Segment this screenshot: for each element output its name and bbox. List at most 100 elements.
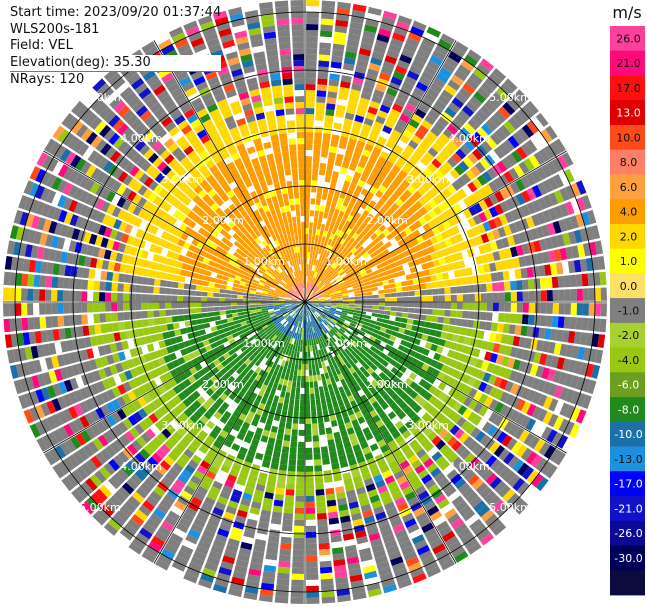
range-gate: [366, 404, 375, 413]
range-gate: [430, 322, 438, 330]
range-gate: [530, 454, 543, 468]
range-gate: [492, 522, 507, 536]
range-gate: [306, 302, 313, 304]
range-gate: [345, 317, 352, 323]
range-gate: [499, 391, 510, 403]
range-gate: [335, 393, 342, 401]
range-gate: [518, 337, 527, 348]
range-gate: [377, 459, 387, 468]
range-gate: [384, 355, 392, 363]
range-gate: [477, 418, 488, 430]
range-gate: [543, 396, 553, 410]
range-gate: [347, 311, 354, 315]
range-gate: [436, 413, 446, 424]
range-gate: [433, 352, 442, 361]
range-gate: [342, 333, 349, 340]
range-gate: [442, 530, 456, 543]
range-gate: [362, 446, 372, 455]
range-gate: [410, 357, 419, 366]
range-gate: [488, 411, 499, 424]
range-gate: [345, 421, 353, 430]
range-gate: [453, 326, 461, 335]
range-gate: [444, 357, 453, 366]
range-gate: [357, 319, 364, 324]
range-gate: [347, 394, 355, 403]
range-gate: [400, 339, 408, 347]
range-gate: [535, 365, 545, 378]
range-gate: [499, 404, 510, 417]
range-gate: [529, 364, 539, 376]
range-gate: [509, 410, 521, 423]
range-gate: [414, 302, 421, 308]
range-gate: [387, 480, 398, 490]
range-gate: [360, 421, 368, 430]
range-gate: [581, 317, 589, 331]
range-gate: [364, 352, 372, 360]
range-gate: [381, 429, 391, 439]
range-gate: [396, 332, 404, 339]
range-gate: [335, 322, 342, 328]
range-gate: [391, 465, 402, 475]
range-gate: [358, 381, 366, 389]
range-gate: [314, 311, 320, 317]
range-gate: [556, 434, 569, 449]
range-gate: [475, 339, 483, 349]
range-gate: [413, 394, 423, 404]
range-gate: [450, 302, 457, 310]
range-gate: [334, 341, 341, 348]
range-gate: [359, 373, 367, 381]
range-gate: [392, 354, 400, 362]
range-gate: [415, 332, 423, 340]
range-gate: [416, 360, 425, 369]
range-gate: [385, 420, 394, 430]
range-gate: [310, 314, 314, 321]
range-gate: [452, 351, 461, 361]
range-gate: [334, 333, 341, 339]
range-gate: [565, 344, 574, 358]
range-gate: [380, 444, 390, 454]
range-gate: [487, 495, 501, 508]
range-gate: [472, 348, 481, 358]
range-gate: [346, 427, 355, 435]
range-gate: [439, 525, 453, 537]
range-gate: [381, 496, 393, 506]
range-gate: [417, 469, 429, 480]
range-gate: [324, 318, 330, 324]
range-gate: [559, 343, 568, 357]
range-gate: [360, 348, 367, 356]
range-gate: [306, 302, 313, 305]
range-gate: [320, 348, 325, 356]
range-gate: [377, 345, 385, 352]
range-gate: [348, 302, 355, 305]
range-gate: [334, 324, 341, 330]
range-gate: [326, 315, 333, 320]
range-gate: [581, 378, 591, 393]
range-gate: [434, 493, 447, 505]
range-gate: [503, 470, 516, 484]
range-gate: [535, 457, 548, 472]
range-gate: [360, 441, 369, 450]
range-gate: [327, 323, 334, 329]
range-gate: [455, 500, 468, 512]
range-gate: [317, 316, 323, 323]
range-gate: [350, 320, 358, 325]
range-gate: [452, 401, 463, 412]
range-gate: [516, 444, 528, 458]
range-gate: [525, 418, 537, 432]
range-gate: [348, 432, 357, 441]
range-gate: [464, 452, 476, 464]
range-gate: [379, 327, 387, 333]
range-gate: [352, 405, 360, 414]
range-gate: [569, 423, 581, 438]
range-gate: [319, 329, 324, 336]
range-gate: [386, 507, 398, 517]
range-gate: [526, 403, 537, 417]
range-gate: [523, 432, 535, 446]
range-gate: [402, 307, 409, 313]
range-gate: [401, 512, 414, 523]
range-gate: [425, 315, 433, 322]
range-gate: [488, 386, 499, 398]
range-gate: [530, 421, 542, 434]
range-gate: [392, 326, 400, 332]
range-gate: [428, 385, 438, 395]
